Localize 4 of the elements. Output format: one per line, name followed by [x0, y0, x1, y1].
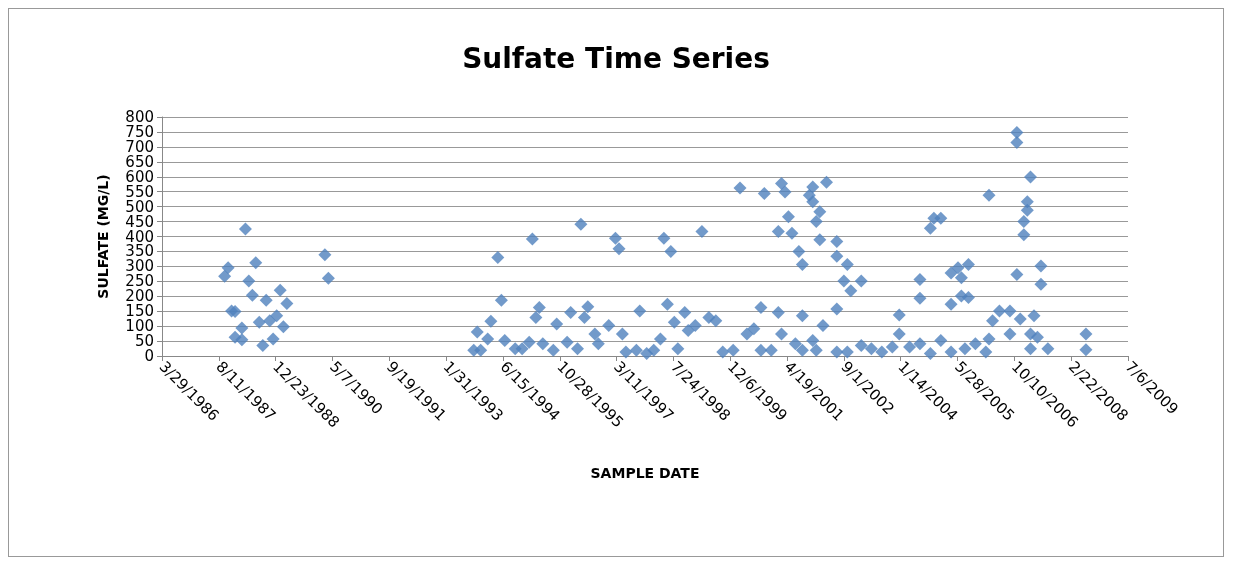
chart-title: Sulfate Time Series [462, 41, 770, 75]
y-tick-label: 0 [144, 347, 154, 365]
y-axis-title: SULFATE (MG/L) [95, 174, 111, 299]
x-axis-title: SAMPLE DATE [590, 465, 700, 481]
